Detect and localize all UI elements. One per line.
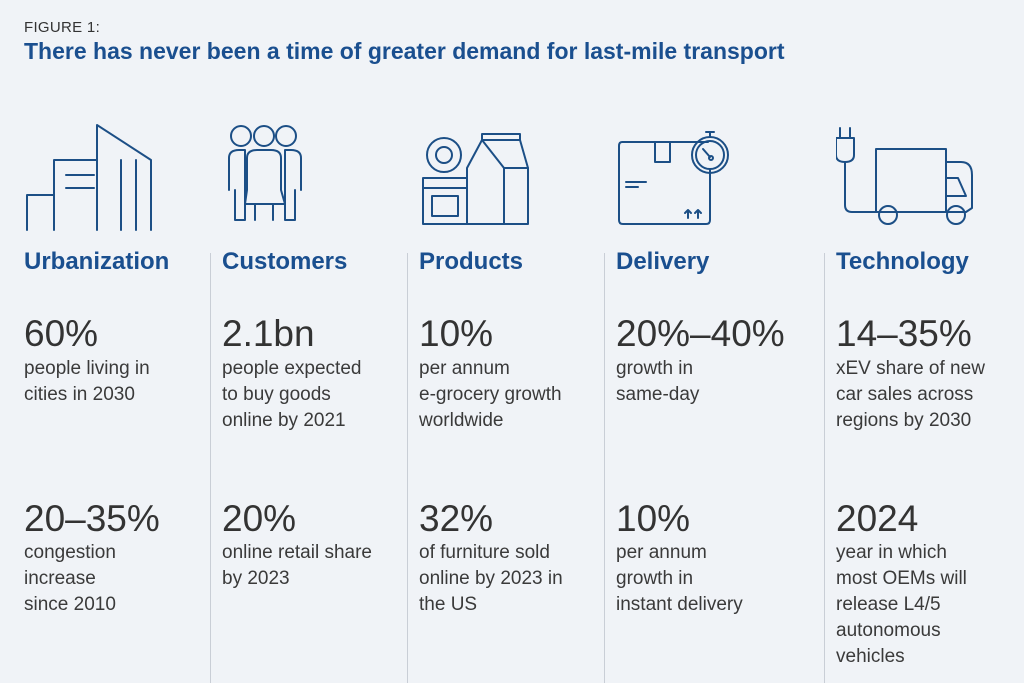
description-line: e-grocery growth [419, 384, 562, 405]
divider [604, 253, 605, 683]
description-line: worldwide [419, 410, 504, 431]
stat-value: 20–35% [24, 498, 160, 539]
description-line: year in which [836, 542, 947, 563]
stat-description: xEV share of new car sales across regions … [836, 356, 985, 434]
package-stopwatch-icon [616, 120, 732, 233]
stat-description: per annum growth in instant delivery [616, 540, 743, 618]
stat-value: 20% [222, 498, 297, 539]
stat-value: 32% [419, 498, 494, 539]
column-heading: Customers [222, 248, 348, 275]
stat-description: per annum e-grocery growth worldwide [419, 356, 562, 434]
description-line: online by 2021 [222, 410, 346, 431]
description-line: growth in [616, 568, 694, 589]
stat-value: 10% [419, 313, 494, 354]
stat-value: 2.1bn [222, 313, 315, 354]
stat-value: 14–35% [836, 313, 972, 354]
description-line: congestion [24, 542, 116, 563]
stat-value: 60% [24, 313, 99, 354]
description-line: cities in 2030 [24, 384, 135, 405]
city-buildings-icon [24, 120, 154, 237]
description-line: vehicles [836, 646, 905, 667]
column-heading: Technology [836, 248, 969, 275]
column-heading: Urbanization [24, 248, 170, 275]
stat-description: congestion increase since 2010 [24, 540, 116, 618]
description-line: the US [419, 594, 478, 615]
stat-description: online retail share by 2023 [222, 540, 372, 592]
column-heading: Products [419, 248, 524, 275]
stat-description: of furniture sold online by 2023 in the US [419, 540, 563, 618]
description-line: of furniture sold [419, 542, 550, 563]
figure-label: FIGURE 1: [24, 19, 101, 36]
description-line: people living in [24, 358, 150, 379]
description-line: most OEMs will [836, 568, 967, 589]
stat-description: growth in same-day [616, 356, 699, 408]
description-line: since 2010 [24, 594, 116, 615]
description-line: instant delivery [616, 594, 743, 615]
description-line: online retail share [222, 542, 372, 563]
stat-description: people expected to buy goods online by 202… [222, 356, 361, 434]
description-line: xEV share of new [836, 358, 985, 379]
description-line: release L4/5 [836, 594, 941, 615]
description-line: autonomous [836, 620, 941, 641]
description-line: by 2023 [222, 568, 290, 589]
column-heading: Delivery [616, 248, 710, 275]
description-line: increase [24, 568, 96, 589]
groceries-icon [420, 120, 530, 233]
stat-value: 10% [616, 498, 691, 539]
description-line: per annum [419, 358, 510, 379]
description-line: people expected [222, 358, 362, 379]
description-line: growth in [616, 358, 694, 379]
stat-value: 2024 [836, 498, 919, 539]
description-line: car sales across [836, 384, 974, 405]
divider [407, 253, 408, 683]
description-line: per annum [616, 542, 707, 563]
description-line: regions by 2030 [836, 410, 972, 431]
stat-value: 20%–40% [616, 313, 785, 354]
people-group-icon [225, 120, 305, 233]
description-line: same-day [616, 384, 700, 405]
page-title: There has never been a time of greater d… [24, 38, 785, 64]
electric-truck-icon [835, 120, 976, 233]
description-line: to buy goods [222, 384, 331, 405]
divider [210, 253, 211, 683]
divider [824, 253, 825, 683]
description-line: online by 2023 in [419, 568, 563, 589]
stat-description: people living in cities in 2030 [24, 356, 150, 408]
stat-description: year in which most OEMs will release L4/5 a… [836, 540, 967, 670]
